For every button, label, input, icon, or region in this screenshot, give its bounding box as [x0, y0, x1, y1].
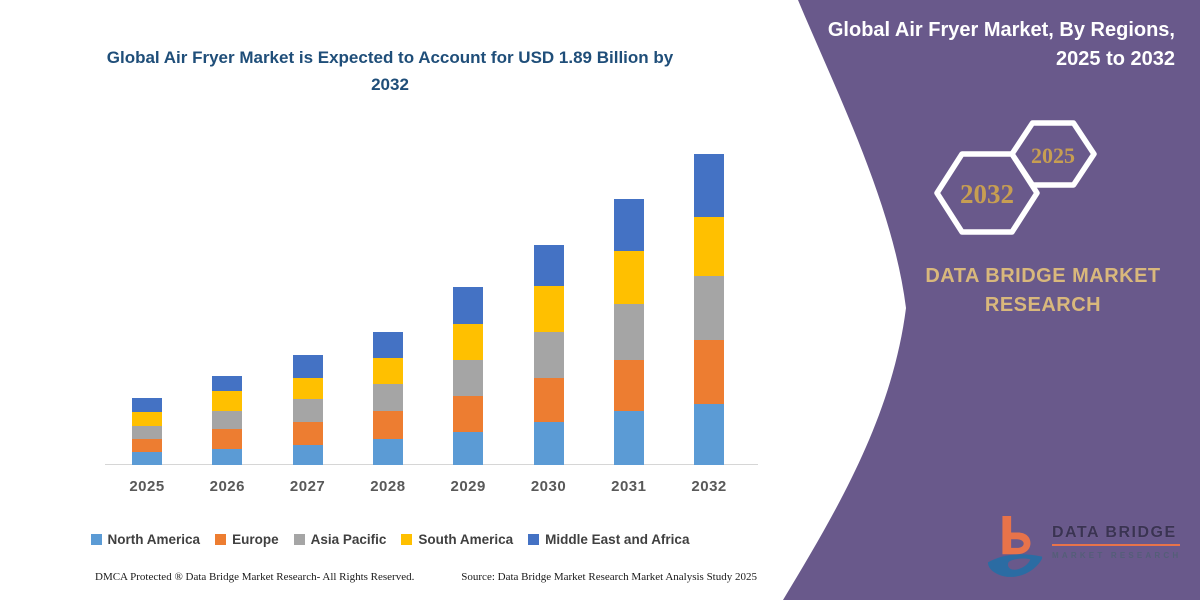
legend-swatch-icon — [90, 534, 102, 545]
segment-asia-pacific-2031 — [613, 303, 644, 360]
hexagon-year-2025: 2025 — [1031, 143, 1075, 168]
segment-middle-east-and-africa-2028 — [372, 331, 403, 359]
legend-item-north-america: North America — [90, 532, 201, 547]
segment-europe-2025 — [132, 438, 162, 452]
legend-swatch-icon — [528, 534, 540, 545]
segment-europe-2030 — [533, 377, 564, 423]
segment-europe-2032 — [694, 340, 725, 405]
segment-asia-pacific-2025 — [132, 425, 162, 439]
brand-name: DATA BRIDGE MARKET RESEARCH — [925, 265, 1161, 316]
segment-middle-east-and-africa-2026 — [212, 376, 243, 391]
segment-south-america-2029 — [453, 323, 484, 360]
hexagon-2025-icon — [1009, 120, 1097, 188]
bar-2025 — [132, 397, 162, 465]
x-axis-label-2027: 2027 — [289, 478, 326, 495]
legend-swatch-icon — [401, 534, 413, 545]
segment-north-america-2027 — [292, 445, 323, 465]
bar-2027 — [292, 354, 323, 465]
legend-label: South America — [418, 532, 514, 547]
legend-item-europe: Europe — [215, 532, 279, 547]
x-axis-label-2031: 2031 — [611, 478, 647, 495]
panel-title: Global Air Fryer Market, By Regions, 202… — [827, 19, 1175, 70]
segment-middle-east-and-africa-2025 — [132, 397, 162, 413]
segment-south-america-2030 — [533, 285, 564, 332]
segment-north-america-2032 — [694, 404, 725, 465]
legend-label: Asia Pacific — [310, 532, 387, 547]
segment-south-america-2028 — [372, 358, 403, 385]
segment-europe-2029 — [453, 395, 484, 433]
segment-europe-2027 — [292, 422, 323, 446]
bar-2031 — [613, 198, 644, 465]
segment-north-america-2030 — [533, 422, 564, 465]
segment-middle-east-and-africa-2031 — [613, 198, 644, 252]
segment-north-america-2026 — [212, 448, 243, 465]
hexagon-2032-icon — [934, 151, 1040, 235]
x-axis-label-2026: 2026 — [209, 478, 245, 495]
legend-item-south-america: South America — [401, 532, 513, 547]
legend-swatch-icon — [293, 534, 305, 545]
dmca-text: DMCA Protected ® Data Bridge Market Rese… — [95, 571, 415, 583]
logo-subtitle: MARKET RESEARCH — [1052, 551, 1182, 560]
legend-item-asia-pacific: Asia Pacific — [293, 532, 387, 547]
legend-label: North America — [107, 532, 201, 547]
logo-texts: DATA BRIDGE MARKET RESEARCH — [1052, 524, 1181, 560]
footer: DMCA Protected ® Data Bridge Market Rese… — [95, 571, 757, 583]
plot-area: 2025 2026 2027 2028 2029 2030 2031 2032 — [105, 154, 758, 495]
chart-title: Global Air Fryer Market is Expected to A… — [106, 48, 674, 94]
x-axis-line — [105, 464, 758, 465]
segment-north-america-2029 — [453, 432, 484, 465]
x-axis-label-2025: 2025 — [129, 478, 165, 495]
legend-label: Europe — [232, 532, 279, 547]
segment-south-america-2025 — [132, 412, 162, 426]
hexagon-year-2032: 2032 — [960, 179, 1014, 209]
segment-north-america-2028 — [372, 438, 403, 465]
bar-2029 — [453, 287, 484, 465]
segment-asia-pacific-2030 — [533, 331, 564, 378]
source-text: Source: Data Bridge Market Research Mark… — [461, 571, 757, 583]
segment-asia-pacific-2026 — [212, 410, 243, 429]
segment-south-america-2032 — [694, 216, 725, 276]
x-axis-label-2029: 2029 — [450, 478, 486, 495]
segment-middle-east-and-africa-2030 — [533, 244, 564, 286]
segment-europe-2026 — [212, 428, 243, 449]
segment-south-america-2027 — [292, 377, 323, 400]
segment-asia-pacific-2027 — [292, 399, 323, 423]
segment-north-america-2031 — [613, 410, 644, 465]
x-axis-label-2030: 2030 — [530, 478, 567, 495]
chart-legend: North America Europe Asia Pacific South Ame… — [0, 532, 780, 547]
bar-2032 — [694, 154, 725, 465]
segment-asia-pacific-2032 — [694, 275, 725, 340]
bar-2026 — [212, 376, 243, 465]
legend-item-middle-east-and-africa: Middle East and Africa — [528, 532, 689, 547]
databridge-logo-icon — [987, 516, 1043, 577]
logo-title: DATA BRIDGE — [1052, 524, 1177, 541]
segment-middle-east-and-africa-2032 — [694, 154, 725, 217]
segment-middle-east-and-africa-2027 — [292, 354, 323, 378]
segment-south-america-2031 — [613, 251, 644, 304]
logo-underline — [1052, 544, 1180, 546]
legend-label: Middle East and Africa — [545, 532, 690, 547]
segment-north-america-2025 — [132, 451, 162, 465]
x-axis-label-2032: 2032 — [691, 478, 727, 495]
databridge-logo: DATA BRIDGE MARKET RESEARCH — [986, 514, 1181, 578]
legend-swatch-icon — [215, 534, 227, 545]
bar-2028 — [372, 331, 403, 465]
segment-asia-pacific-2029 — [453, 359, 484, 396]
segment-south-america-2026 — [212, 391, 243, 411]
segment-europe-2028 — [372, 410, 403, 439]
x-axis-label-2028: 2028 — [370, 478, 406, 495]
bar-2030 — [533, 244, 564, 465]
segment-asia-pacific-2028 — [372, 384, 403, 411]
hexagon-icons — [934, 120, 1097, 235]
segment-middle-east-and-africa-2029 — [453, 287, 484, 324]
segment-europe-2031 — [613, 359, 644, 411]
